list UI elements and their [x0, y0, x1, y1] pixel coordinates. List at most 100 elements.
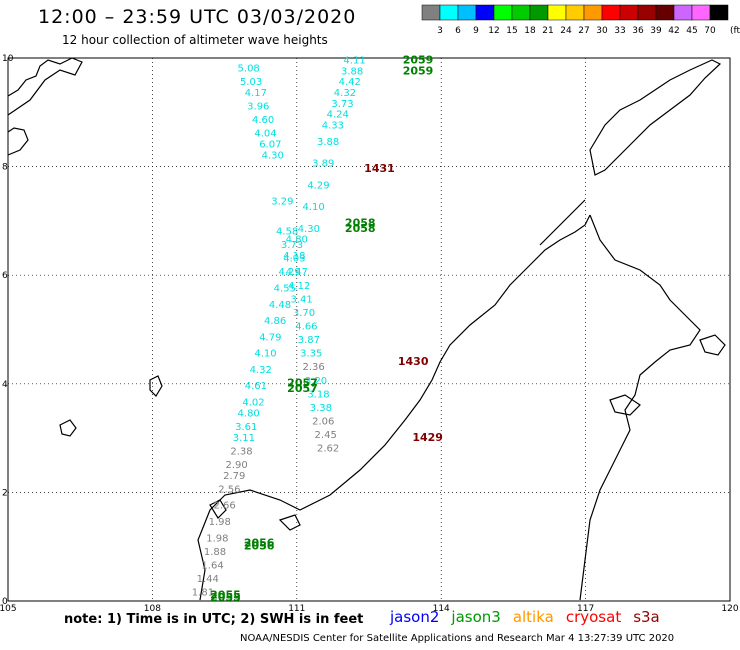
x-tick-label: 117 [577, 604, 594, 614]
swh-value-b: 4.02 [242, 398, 264, 409]
swh-value-a: 3.96 [247, 102, 269, 113]
y-tick-label: 6 [2, 271, 8, 281]
swh-value-b: 3.11 [233, 433, 255, 444]
colorbar-label: 3 [437, 26, 443, 36]
swh-value-b: 4.42 [339, 77, 361, 88]
pass-time-label: 1429 [412, 431, 443, 444]
island-south [278, 514, 301, 531]
pass-time-label: 2057 [287, 377, 318, 390]
swh-value-a: 3.35 [300, 349, 322, 360]
x-tick-label: 111 [288, 604, 305, 614]
swh-value-b: 4.29 [307, 180, 329, 191]
x-tick-label: 108 [144, 604, 161, 614]
colorbar-label: 30 [596, 26, 608, 36]
swh-value-b: 4.18 [283, 251, 305, 262]
coastline-indochina [7, 57, 83, 116]
swh-value-a: 4.12 [288, 281, 310, 292]
swh-value-a: 3.20 [305, 376, 327, 387]
map-gridlines [8, 58, 730, 601]
y-tick-label: 8 [2, 163, 8, 173]
swh-value-a: 3.41 [290, 294, 312, 305]
pass-time-label: 2058 [345, 216, 376, 229]
swh-value-b: 3.89 [312, 159, 334, 170]
page-title: 12:00 – 23:59 UTC 03/03/2020 [38, 6, 357, 28]
swh-value-b: 1.88 [204, 547, 226, 558]
swh-value-b: 4.33 [322, 121, 344, 132]
colorbar-label: 18 [524, 26, 536, 36]
coastline-cambodia [7, 127, 29, 156]
coastline-borneo [197, 214, 591, 601]
colorbar-label: 24 [560, 26, 572, 36]
satellite-legend: jason2 jason3 altika cryosat s3a [390, 608, 672, 626]
swh-value-a: 2.06 [312, 417, 334, 428]
y-tick-label: 4 [2, 380, 8, 390]
swh-value-b: 1.64 [201, 560, 223, 571]
coastline-palawan [539, 199, 586, 246]
pass-time-label: 1431 [364, 162, 395, 175]
colorbar-label: 42 [668, 26, 679, 36]
swh-value-a: 4.47 [286, 267, 308, 278]
legend-item-jason2: jason2 [390, 608, 440, 626]
map-frame [7, 57, 731, 602]
swh-value-a: 2.45 [315, 430, 337, 441]
y-tick-label: 2 [2, 488, 8, 498]
swh-value-b: 4.79 [259, 332, 281, 343]
swh-value-b: 4.61 [245, 381, 267, 392]
swh-value-b: 4.30 [298, 224, 320, 235]
swh-value-a: 2.62 [317, 444, 339, 455]
swh-value-a: 5.08 [238, 64, 260, 75]
legend-item-s3a: s3a [633, 608, 660, 626]
swh-value-b: 2.66 [213, 501, 235, 512]
y-tick-label: 0 [2, 597, 8, 607]
swh-value-b: 4.11 [343, 55, 365, 66]
credit-line: NOAA/NESDIS Center for Satellite Applica… [240, 633, 675, 644]
pass-time-label: 2057 [287, 382, 318, 395]
swh-value-a: 3.87 [298, 335, 320, 346]
swh-value-b: 1.44 [197, 574, 219, 585]
swh-value-b: 1.98 [206, 533, 228, 544]
swh-value-a: 5.03 [240, 77, 262, 88]
swh-value-b: 3.73 [331, 99, 353, 110]
swh-value-a: 3.73 [281, 240, 303, 251]
pass-time-label: 2059 [403, 64, 434, 77]
pass-time-label: 2055 [210, 591, 241, 604]
swh-track-b: 4.113.884.424.323.734.244.333.883.894.29… [192, 55, 366, 598]
swh-value-a: 6.07 [259, 140, 281, 151]
island-west [59, 419, 77, 437]
colorbar-label: 36 [632, 26, 644, 36]
footnote: note: 1) Time is in UTC; 2) SWH is in fe… [64, 612, 364, 627]
x-tick-label: 114 [433, 604, 450, 614]
x-tick-label: 105 [0, 604, 17, 614]
swh-value-b: 4.10 [254, 349, 276, 360]
island-natuna [209, 499, 227, 519]
swh-value-b: 2.38 [230, 446, 252, 457]
swh-value-a: 4.58 [276, 226, 298, 237]
swh-value-a: 4.60 [252, 115, 274, 126]
swh-value-b: 4.80 [286, 235, 308, 246]
swh-value-a: 4.66 [295, 322, 317, 333]
swh-value-a: 4.03 [283, 254, 305, 265]
swh-value-b: 4.55 [274, 283, 296, 294]
coastline-philippines [589, 59, 722, 176]
axis-ticks: 105 108 111 114 117 120 0 2 4 6 8 10 [0, 54, 739, 614]
pass-time-label: 2055 [210, 588, 241, 601]
swh-value-a: 4.30 [262, 150, 284, 161]
swh-value-b: 4.29 [278, 267, 300, 278]
swh-track-a: 5.085.034.173.964.604.046.074.303.294.58… [238, 64, 340, 455]
colorbar-label: 12 [488, 26, 499, 36]
pass-time-label: 2056 [244, 537, 275, 550]
page-subtitle: 12 hour collection of altimeter wave hei… [62, 33, 328, 47]
colorbar-unit: (ft) [730, 26, 740, 36]
legend-item-jason3: jason3 [451, 608, 501, 626]
swh-value-a: 4.17 [245, 88, 267, 99]
legend-item-cryosat: cryosat [565, 608, 622, 626]
x-tick-label: 120 [721, 604, 738, 614]
swh-value-b: 2.56 [218, 484, 240, 495]
colorbar-swatch [709, 4, 729, 21]
swh-value-b: 4.80 [238, 408, 260, 419]
swh-value-b: 4.86 [264, 316, 286, 327]
swh-value-b: 3.88 [317, 137, 339, 148]
